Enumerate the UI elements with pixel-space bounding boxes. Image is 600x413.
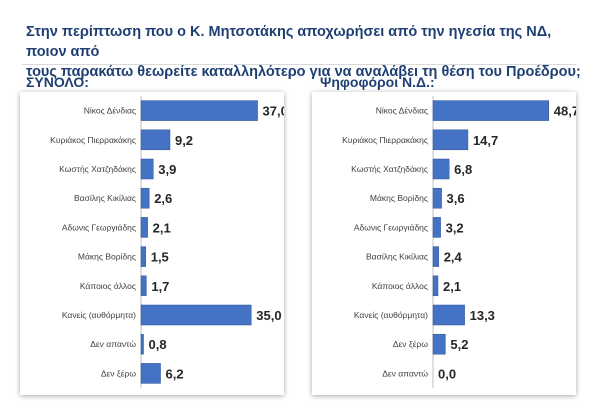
chart-title-total: ΣΥΝΟΛΟ:: [26, 74, 89, 90]
bar: [140, 333, 144, 355]
question-line-1: Στην περίπτωση που ο Κ. Μητσοτάκης αποχω…: [26, 24, 552, 60]
bar: [140, 217, 148, 238]
bar: [432, 217, 441, 238]
bar: [432, 158, 450, 180]
chart-panel-total: Νίκος Δένδιας 37,0 Κυριάκος Πιερρακάκης 9,2…: [20, 92, 284, 395]
question-line-2: τους παρακάτω θεωρείτε καταλληλότερο για…: [26, 64, 581, 80]
value-label: 37,0: [263, 104, 284, 119]
value-label: 3,6: [447, 191, 465, 206]
category-label: Νίκος Δένδιας: [376, 106, 428, 116]
value-label: 2,1: [153, 220, 171, 235]
category-label: Δεν ξέρω: [101, 368, 137, 378]
value-label: 5,2: [450, 337, 468, 352]
category-label: Δεν απαντώ: [90, 339, 136, 349]
bar: [432, 333, 446, 355]
value-label: 1,5: [151, 250, 169, 265]
question-text: Στην περίπτωση που ο Κ. Μητσοτάκης αποχω…: [26, 22, 586, 82]
category-label: Νίκος Δένδιας: [84, 106, 136, 116]
bar: [432, 275, 439, 297]
category-label: Κάποιος άλλος: [372, 281, 428, 291]
category-label: Μάκης Βορίδης: [370, 193, 428, 203]
category-label: Κυριάκος Πιερρακάκης: [50, 135, 136, 145]
value-label: 0,0: [438, 366, 456, 381]
bar: [140, 275, 147, 297]
category-label: Κανείς (αυθόρμητα): [62, 310, 136, 320]
category-label: Αδωνις Γεωργιάδης: [62, 222, 136, 232]
category-label: Κωστής Χατζηδάκης: [351, 164, 428, 174]
category-label: Δεν ξέρω: [393, 339, 429, 349]
value-label: 9,2: [175, 133, 193, 148]
category-label: Κάποιος άλλος: [80, 281, 136, 291]
value-label: 14,7: [473, 133, 498, 148]
category-label: Δεν απαντώ: [382, 368, 428, 378]
value-label: 6,8: [454, 162, 472, 177]
value-label: 13,3: [470, 308, 495, 323]
value-label: 0,8: [149, 337, 167, 352]
category-label: Κυριάκος Πιερρακάκης: [342, 135, 428, 145]
bar: [140, 246, 146, 267]
divider: [22, 64, 576, 65]
value-label: 1,7: [151, 279, 169, 294]
bar: [140, 304, 252, 326]
bar: [432, 129, 469, 151]
bar: [432, 187, 442, 209]
chart-title-nd-voters: Ψηφοφόροι Ν.Δ.:: [320, 74, 435, 90]
bar-chart-nd-voters: Νίκος Δένδιας 48,7 Κυριάκος Πιερρακάκης 14,…: [342, 96, 576, 388]
bar: [140, 363, 161, 384]
bar: [140, 129, 171, 151]
category-label: Μάκης Βορίδης: [78, 252, 136, 262]
value-label: 3,2: [446, 220, 464, 235]
bar: [432, 100, 550, 121]
value-label: 48,7: [554, 104, 576, 119]
category-label: Κωστής Χατζηδάκης: [59, 164, 136, 174]
value-label: 35,0: [256, 308, 281, 323]
category-label: Βασίλης Κικίλιας: [366, 252, 428, 262]
chart-panel-nd-voters: Νίκος Δένδιας 48,7 Κυριάκος Πιερρακάκης 14,…: [312, 92, 576, 395]
bar: [140, 187, 150, 209]
bar: [140, 100, 258, 121]
category-label: Βασίλης Κικίλιας: [74, 193, 136, 203]
category-label: Αδωνις Γεωργιάδης: [354, 222, 428, 232]
bar-chart-total: Νίκος Δένδιας 37,0 Κυριάκος Πιερρακάκης 9,2…: [50, 96, 284, 388]
value-label: 2,6: [154, 191, 172, 206]
bar: [140, 158, 154, 180]
bar: [432, 304, 465, 326]
category-label: Κανείς (αυθόρμητα): [354, 310, 428, 320]
value-label: 2,1: [443, 279, 461, 294]
value-label: 2,4: [444, 250, 463, 265]
value-label: 3,9: [158, 162, 176, 177]
bar: [432, 246, 439, 267]
value-label: 6,2: [166, 366, 184, 381]
